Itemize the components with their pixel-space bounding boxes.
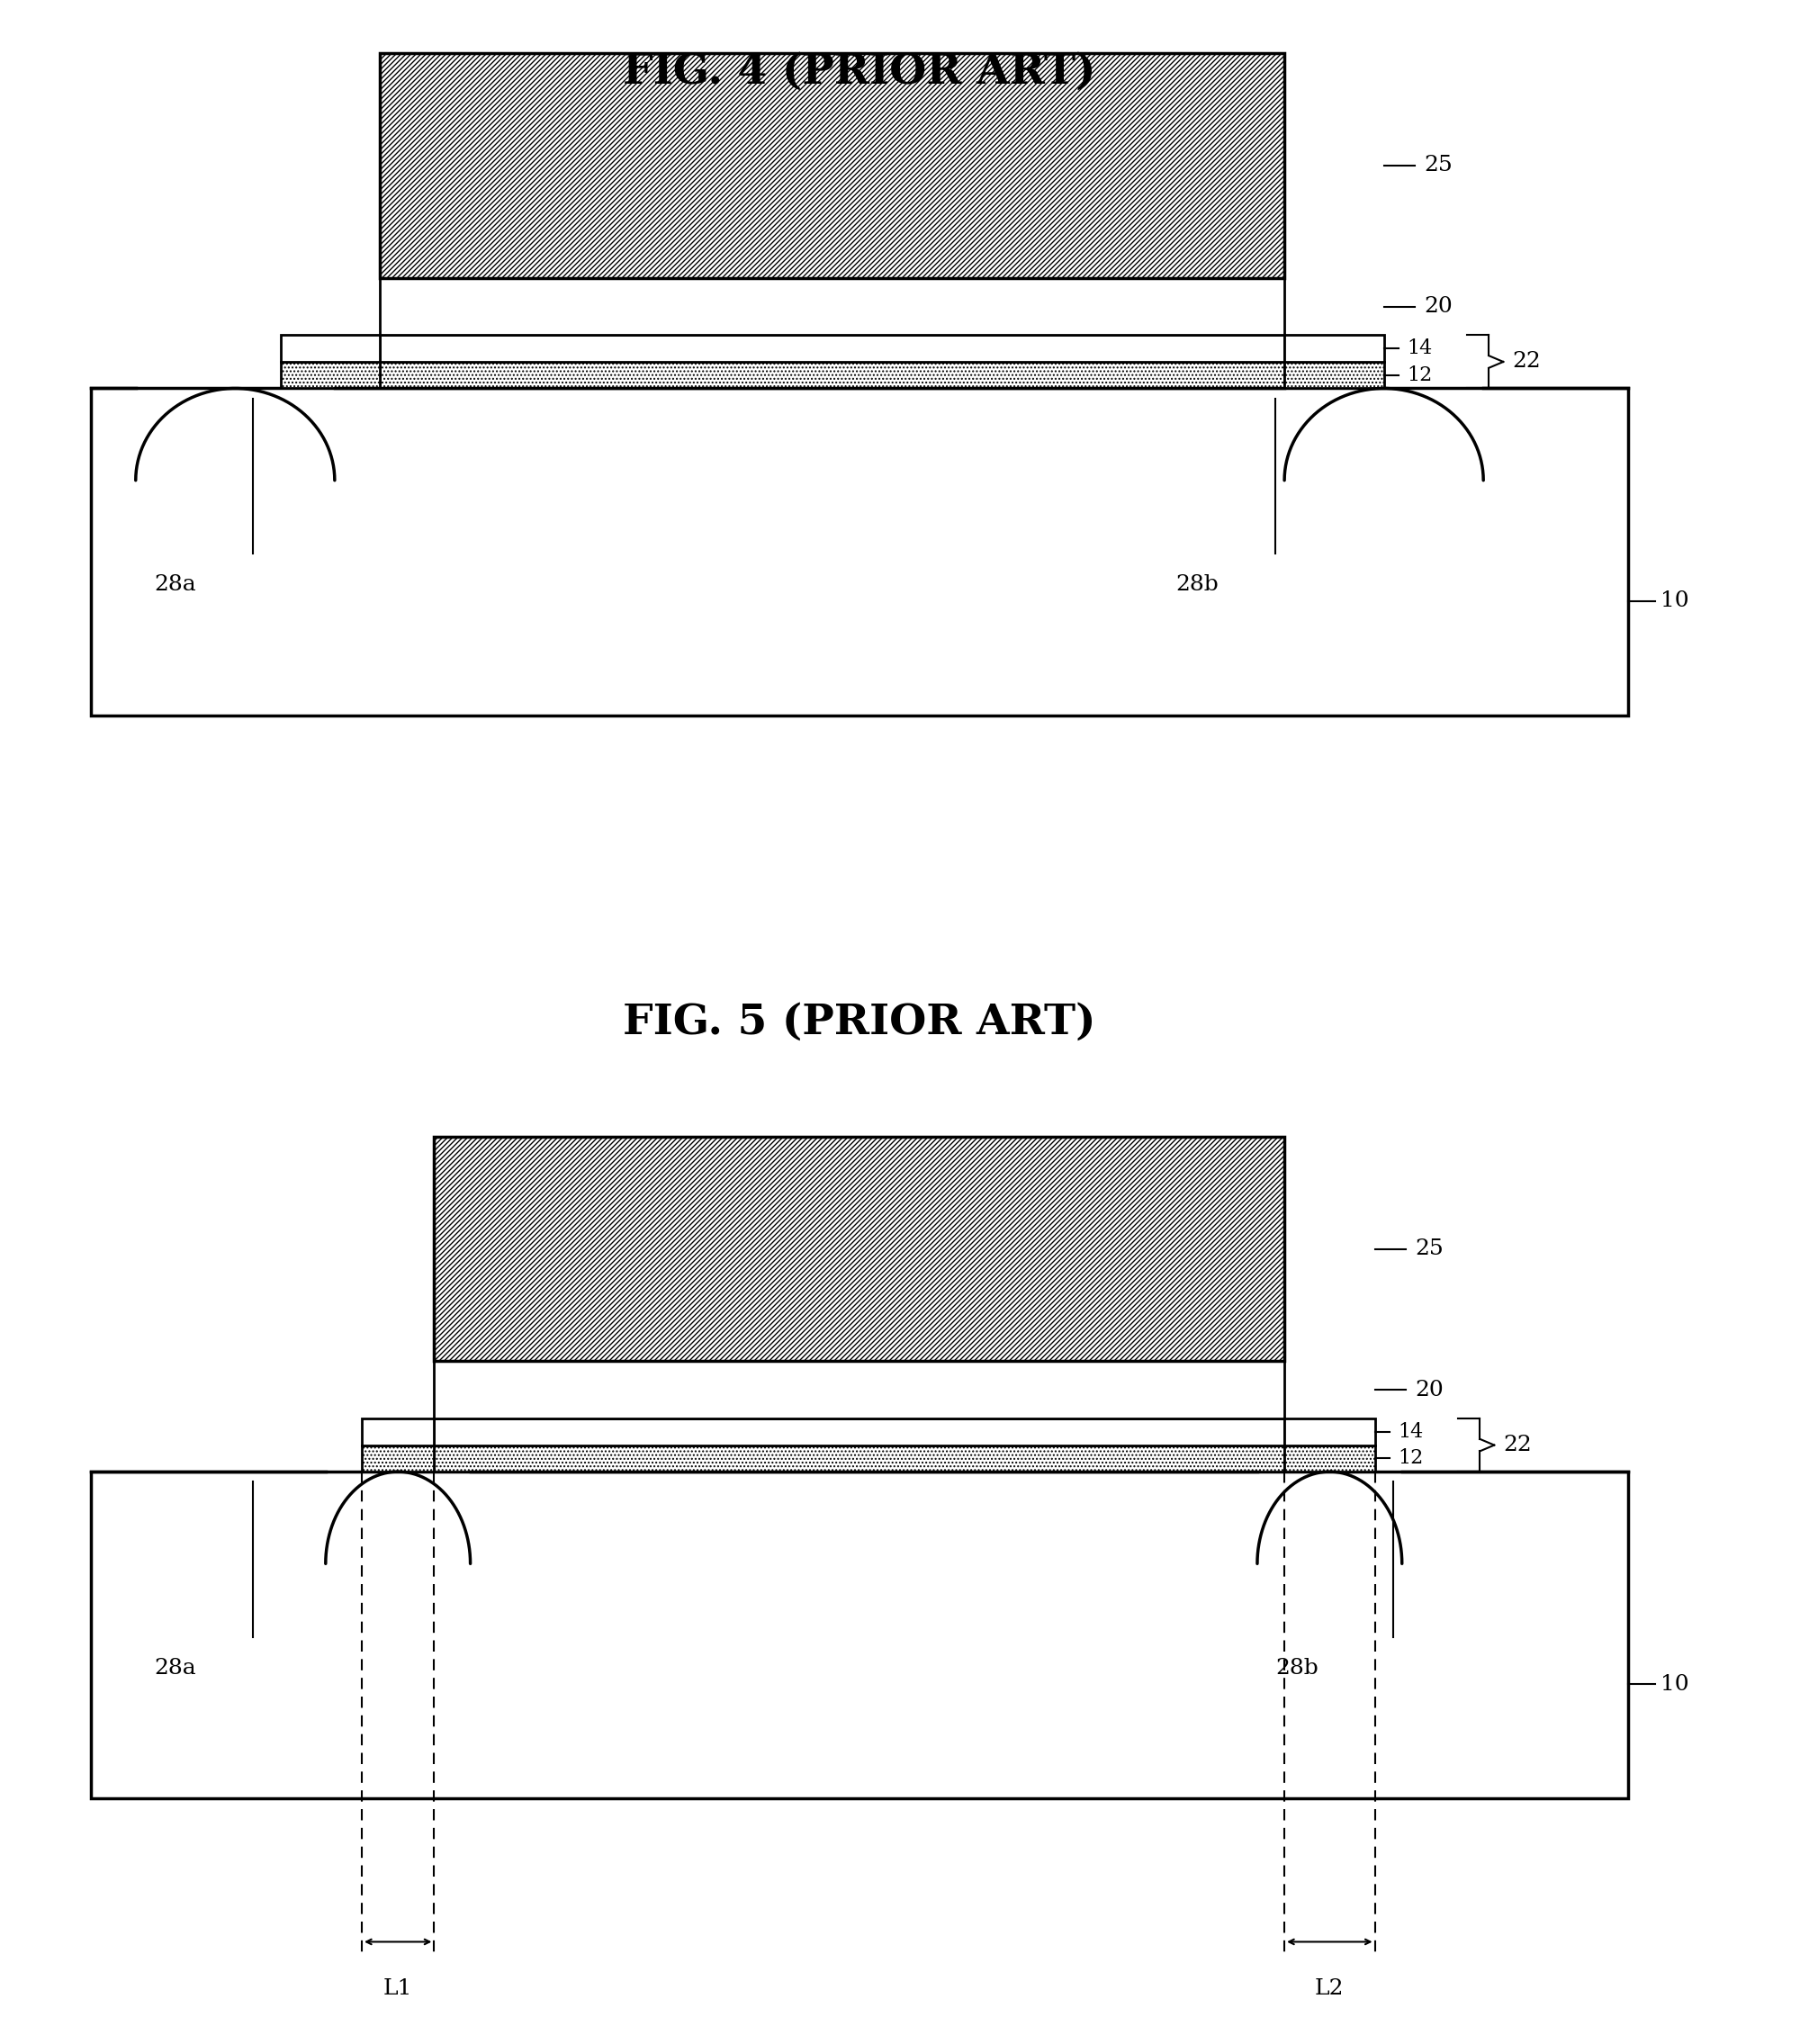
- Text: 14: 14: [1398, 1423, 1424, 1441]
- Text: 28a: 28a: [154, 574, 195, 595]
- Bar: [380, 53, 1284, 278]
- Text: 20: 20: [1424, 296, 1453, 317]
- Bar: [1284, 362, 1384, 388]
- Text: 12: 12: [1407, 366, 1433, 384]
- Text: 28b: 28b: [1176, 574, 1219, 595]
- Text: FIG. 4 (PRIOR ART): FIG. 4 (PRIOR ART): [622, 51, 1096, 92]
- Bar: [434, 1445, 1284, 1472]
- Bar: [362, 1445, 434, 1472]
- Text: L2: L2: [1315, 1979, 1344, 1999]
- Text: 28b: 28b: [1275, 1658, 1319, 1678]
- Text: 14: 14: [1407, 339, 1433, 358]
- Bar: [362, 1419, 434, 1445]
- Text: 20: 20: [1415, 1380, 1444, 1400]
- Bar: [1284, 335, 1384, 362]
- Bar: [90, 388, 1628, 715]
- Bar: [434, 1419, 1284, 1445]
- Bar: [434, 1136, 1284, 1361]
- Text: L1: L1: [384, 1979, 412, 1999]
- Text: FIG. 5 (PRIOR ART): FIG. 5 (PRIOR ART): [622, 1002, 1096, 1042]
- Text: 10: 10: [1661, 1674, 1690, 1694]
- Text: 22: 22: [1503, 1435, 1532, 1455]
- Bar: [1284, 1445, 1375, 1472]
- Bar: [380, 335, 1284, 362]
- Bar: [380, 278, 1284, 335]
- Bar: [434, 1361, 1284, 1419]
- Text: 25: 25: [1424, 155, 1453, 176]
- Bar: [380, 362, 1284, 388]
- Text: 25: 25: [1415, 1239, 1444, 1259]
- Text: 12: 12: [1398, 1449, 1424, 1468]
- Text: 28a: 28a: [154, 1658, 195, 1678]
- Text: 22: 22: [1512, 352, 1541, 372]
- Bar: [90, 1472, 1628, 1799]
- Bar: [280, 335, 380, 362]
- Text: 10: 10: [1661, 591, 1690, 611]
- Bar: [1284, 1419, 1375, 1445]
- Bar: [280, 362, 380, 388]
